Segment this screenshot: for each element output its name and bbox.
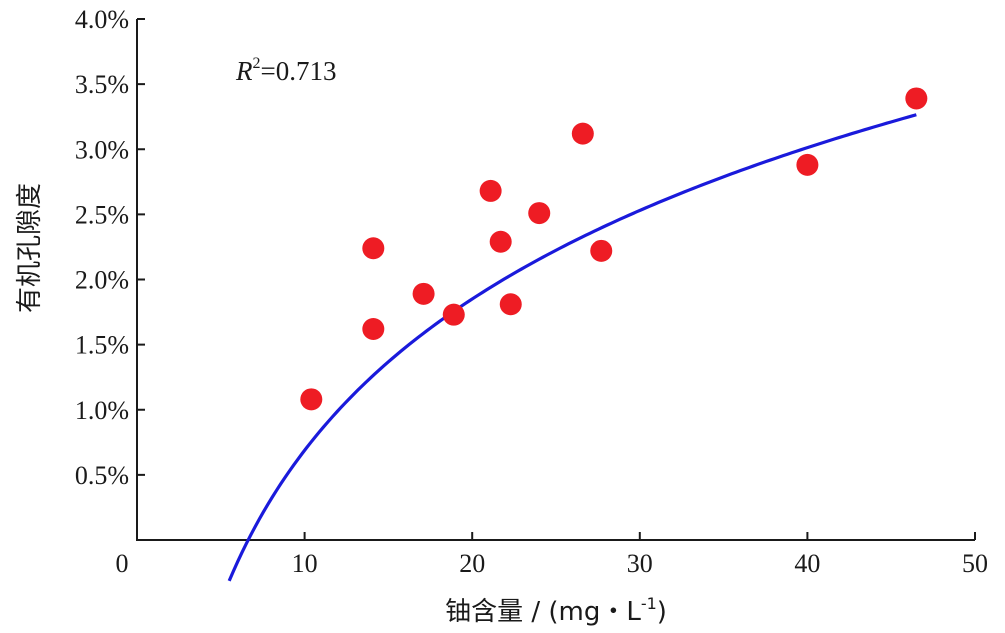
y-tick-label: 2.5%: [75, 200, 129, 229]
r-symbol: R: [235, 56, 253, 86]
data-point: [571, 122, 594, 145]
data-point: [300, 388, 323, 411]
x-axis-title-main: 铀含量 / (mg・L: [445, 597, 641, 627]
y-tick-label: 3.5%: [75, 70, 129, 99]
x-tick-label: 30: [627, 549, 653, 578]
y-tick-label: 1.5%: [75, 331, 129, 360]
data-point: [905, 87, 928, 110]
data-point: [796, 153, 819, 176]
x-tick-label: 0: [116, 549, 129, 578]
r-superscript: 2: [253, 55, 261, 72]
x-axis-title-close: ): [657, 597, 667, 627]
data-point: [499, 293, 522, 316]
data-point: [362, 317, 385, 340]
data-point: [442, 303, 465, 326]
x-tick-label: 50: [962, 549, 988, 578]
axes: [136, 19, 975, 541]
data-point: [412, 282, 435, 305]
fit-curve: [227, 113, 917, 582]
y-tick-label: 3.0%: [75, 135, 129, 164]
points-layer: [300, 87, 928, 411]
y-tick-label: 1.0%: [75, 396, 129, 425]
x-tick-label: 10: [292, 549, 318, 578]
data-point: [528, 202, 551, 225]
y-tick-label: 4.0%: [75, 5, 129, 34]
y-tick-label: 0.5%: [75, 461, 129, 490]
y-axis-title: 有机孔隙度: [15, 183, 45, 313]
x-tick-label: 40: [794, 549, 820, 578]
fit-layer: [227, 113, 917, 582]
data-point: [489, 230, 512, 253]
x-axis-title: 铀含量 / (mg・L-1): [445, 594, 667, 627]
x-tick-label: 20: [459, 549, 485, 578]
r-squared-annotation: R2=0.713: [235, 55, 336, 86]
data-point: [590, 239, 613, 262]
y-ticks: 0.5% 1.0% 1.5% 2.0% 2.5% 3.0% 3.5% 4.0%: [75, 5, 145, 490]
x-ticks: 0 10 20 30 40 50: [116, 532, 988, 578]
r-value: =0.713: [261, 56, 337, 86]
y-tick-label: 2.0%: [75, 266, 129, 295]
data-point: [479, 179, 502, 202]
x-axis-title-superscript: -1: [641, 594, 657, 613]
data-point: [362, 237, 385, 260]
